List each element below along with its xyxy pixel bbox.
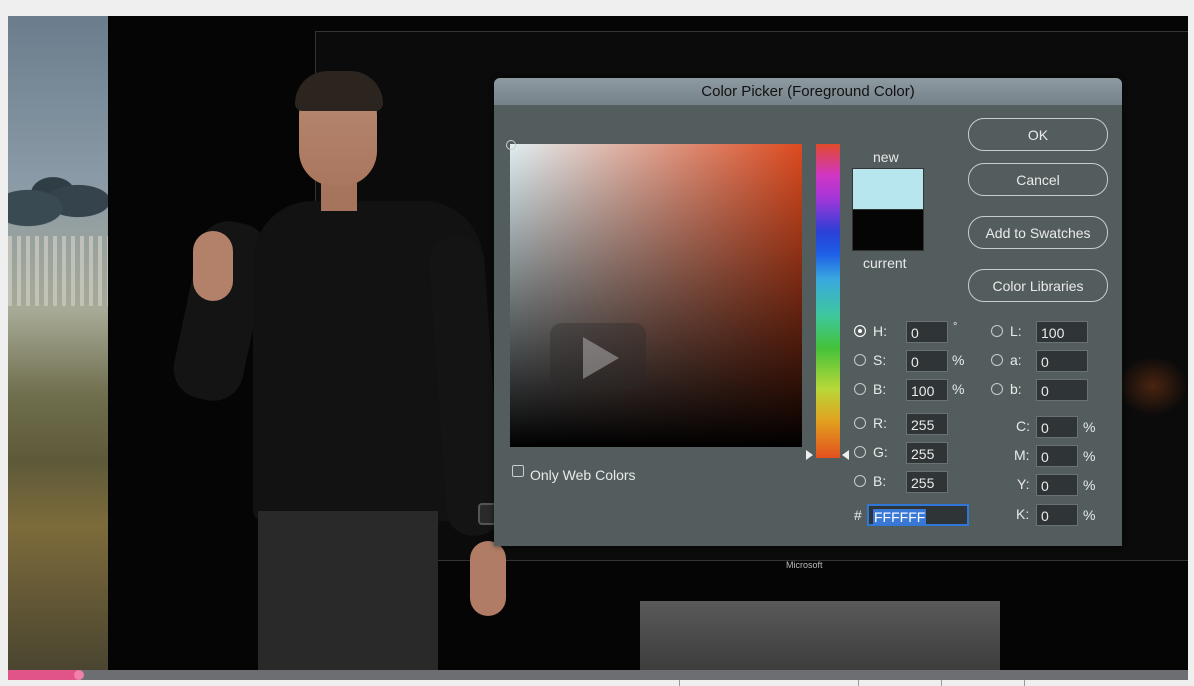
magenta-unit: % xyxy=(1083,448,1096,464)
presenter-neck xyxy=(321,181,357,211)
hue-radio[interactable] xyxy=(854,325,866,337)
a-channel-radio[interactable] xyxy=(991,354,1003,366)
red-input[interactable]: 255 xyxy=(906,413,948,435)
presenter-hand xyxy=(193,231,233,301)
lightness-radio[interactable] xyxy=(991,325,1003,337)
a-channel-input[interactable]: 0 xyxy=(1036,350,1088,372)
a-channel-label: a: xyxy=(1010,352,1022,368)
backdrop-fence xyxy=(8,236,108,306)
black-unit: % xyxy=(1083,507,1096,523)
green-label: G: xyxy=(873,444,888,460)
add-to-swatches-button[interactable]: Add to Swatches xyxy=(968,216,1108,249)
blue-label: B: xyxy=(873,473,887,489)
new-color-swatch xyxy=(852,168,924,210)
yellow-input[interactable]: 0 xyxy=(1036,474,1078,496)
b-channel-radio[interactable] xyxy=(991,383,1003,395)
blue-input[interactable]: 255 xyxy=(906,471,948,493)
backdrop-painting xyxy=(8,16,108,670)
black-label: K: xyxy=(1016,506,1030,522)
presenter xyxy=(168,71,518,670)
chapter-marker xyxy=(679,680,680,686)
brightness-label: B: xyxy=(873,381,887,397)
current-color-swatch[interactable] xyxy=(852,209,924,251)
brightness-input[interactable]: 100 xyxy=(906,379,948,401)
cyan-input[interactable]: 0 xyxy=(1036,416,1078,438)
saturation-unit: % xyxy=(952,352,965,368)
color-picker-dialog: Color Picker (Foreground Color) new curr… xyxy=(494,78,1122,546)
color-field-cursor[interactable] xyxy=(506,140,516,150)
chapter-marker xyxy=(941,680,942,686)
b-channel-label: b: xyxy=(1010,381,1022,397)
magenta-label: M: xyxy=(1014,447,1030,463)
color-libraries-button[interactable]: Color Libraries xyxy=(968,269,1108,302)
hue-slider[interactable] xyxy=(816,144,840,458)
swatch-current-label: current xyxy=(863,255,907,271)
blue-radio[interactable] xyxy=(854,475,866,487)
hue-slider-handle[interactable] xyxy=(842,450,849,460)
only-web-colors-checkbox[interactable] xyxy=(512,465,524,477)
lightness-label: L: xyxy=(1010,323,1022,339)
hex-value: FFFFFF xyxy=(873,509,927,525)
chapter-marker xyxy=(1024,680,1025,686)
hex-label: # xyxy=(854,507,862,523)
hue-label: H: xyxy=(873,323,887,339)
glow xyxy=(1118,356,1188,416)
backdrop-trees xyxy=(8,166,108,236)
only-web-colors-label: Only Web Colors xyxy=(530,467,636,483)
green-input[interactable]: 255 xyxy=(906,442,948,464)
presenter-legs xyxy=(258,511,438,670)
monitor-stand xyxy=(640,601,1000,670)
red-label: R: xyxy=(873,415,887,431)
progress-fill xyxy=(8,670,79,680)
chapter-marker xyxy=(858,680,859,686)
yellow-unit: % xyxy=(1083,477,1096,493)
b-channel-input[interactable]: 0 xyxy=(1036,379,1088,401)
presenter-hair xyxy=(295,71,383,111)
lightness-input[interactable]: 100 xyxy=(1036,321,1088,343)
hex-input[interactable]: FFFFFF xyxy=(867,504,969,526)
monitor-brand-label: Microsoft xyxy=(786,560,823,570)
magenta-input[interactable]: 0 xyxy=(1036,445,1078,467)
ok-button[interactable]: OK xyxy=(968,118,1108,151)
progress-scrubber[interactable] xyxy=(73,670,84,680)
saturation-radio[interactable] xyxy=(854,354,866,366)
color-field[interactable] xyxy=(510,144,802,447)
play-button[interactable] xyxy=(550,323,646,389)
brightness-radio[interactable] xyxy=(854,383,866,395)
hue-slider-handle[interactable] xyxy=(806,450,813,460)
saturation-label: S: xyxy=(873,352,887,368)
hue-input[interactable]: 0 xyxy=(906,321,948,343)
play-icon[interactable] xyxy=(583,337,619,379)
green-radio[interactable] xyxy=(854,446,866,458)
cyan-unit: % xyxy=(1083,419,1096,435)
hue-unit: ° xyxy=(953,321,958,333)
brightness-unit: % xyxy=(952,381,965,397)
presenter-hand xyxy=(470,541,506,616)
video-progress-bar[interactable] xyxy=(8,670,1188,680)
swatch-new-label: new xyxy=(873,149,899,165)
black-input[interactable]: 0 xyxy=(1036,504,1078,526)
cancel-button[interactable]: Cancel xyxy=(968,163,1108,196)
video-frame[interactable]: Microsoft Color Picker (Foreground Color… xyxy=(8,16,1188,670)
saturation-input[interactable]: 0 xyxy=(906,350,948,372)
yellow-label: Y: xyxy=(1017,476,1030,492)
dialog-title: Color Picker (Foreground Color) xyxy=(494,78,1122,105)
red-radio[interactable] xyxy=(854,417,866,429)
cyan-label: C: xyxy=(1016,418,1030,434)
